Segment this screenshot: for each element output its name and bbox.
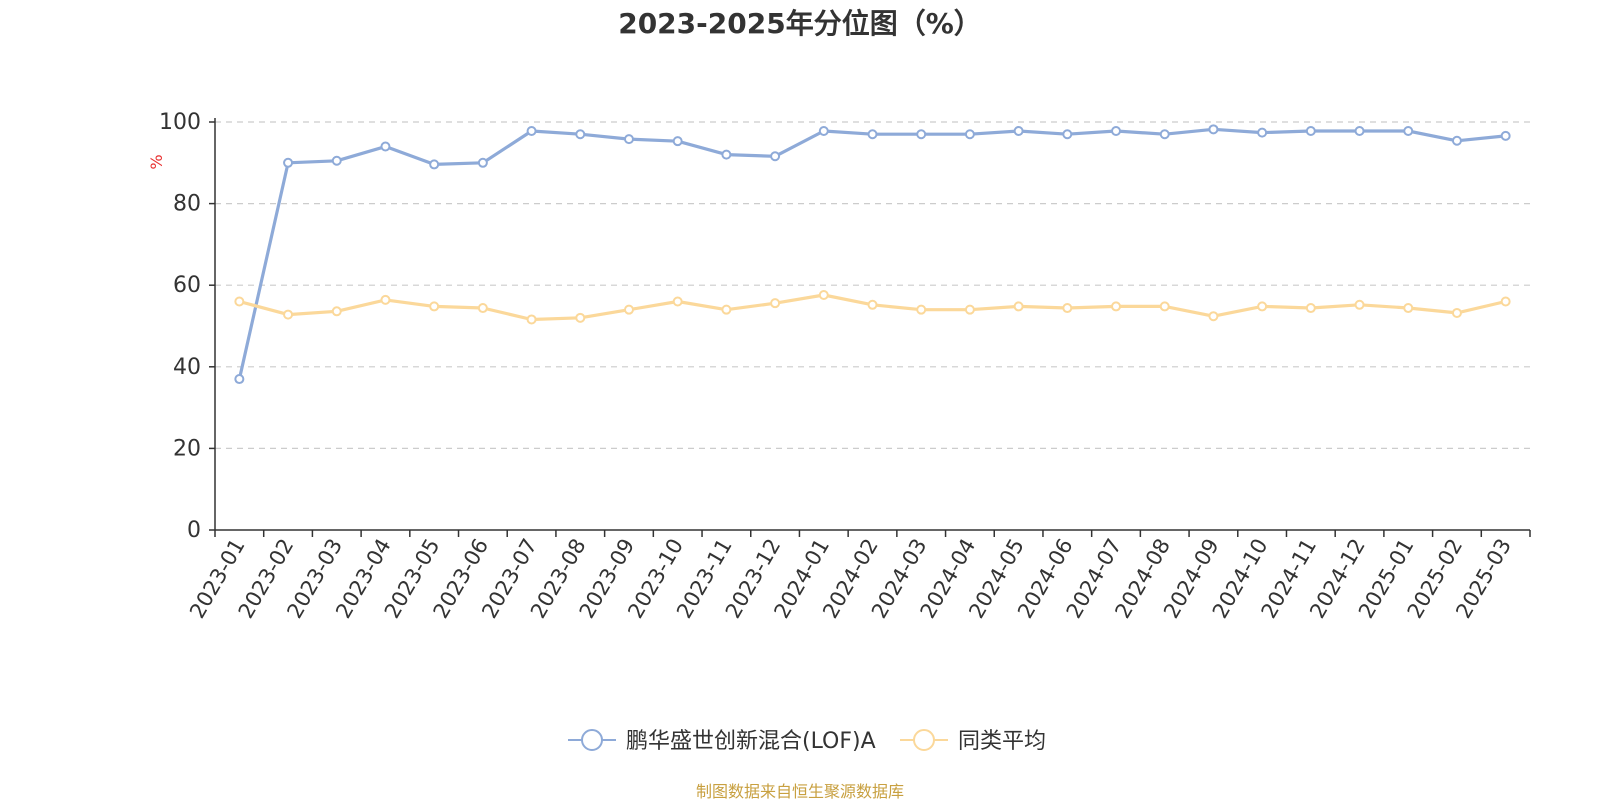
data-source-note: 制图数据来自恒生聚源数据库 (695, 782, 904, 801)
data-point (1354, 125, 1365, 136)
data-point (867, 299, 878, 310)
data-point (1013, 301, 1024, 312)
data-point (770, 151, 781, 162)
data-point (1111, 125, 1122, 136)
legend-marker (581, 729, 603, 751)
data-point (283, 309, 294, 320)
legend-layer: 鹏华盛世创新混合(LOF)A 同类平均 (568, 729, 1046, 754)
data-point (477, 303, 488, 314)
data-point (672, 136, 683, 147)
data-point (818, 125, 829, 136)
data-point (916, 304, 927, 315)
legend-item-1: 鹏华盛世创新混合(LOF)A (568, 729, 876, 754)
axis-layer: 020406080100%2023-012023-022023-032023-0… (147, 110, 1531, 622)
data-point (526, 125, 537, 136)
data-point (1208, 124, 1219, 135)
data-point (916, 129, 927, 140)
data-point (380, 294, 391, 305)
data-point (818, 289, 829, 300)
data-point (964, 304, 975, 315)
data-point (672, 296, 683, 307)
data-point (429, 159, 440, 170)
y-tick-label: 20 (173, 436, 201, 461)
data-point (770, 298, 781, 309)
data-point (331, 155, 342, 166)
y-tick-label: 0 (187, 518, 201, 543)
data-point (1451, 307, 1462, 318)
data-point (1062, 129, 1073, 140)
y-axis-label: % (147, 154, 166, 169)
data-point (1500, 296, 1511, 307)
legend-item-2: 同类平均 (900, 729, 1046, 754)
series-line-1 (237, 127, 1506, 380)
data-point (1305, 125, 1316, 136)
data-point (1403, 303, 1414, 314)
data-point (1159, 129, 1170, 140)
data-point (1500, 130, 1511, 141)
data-point (1159, 301, 1170, 312)
data-point (1208, 311, 1219, 322)
legend-label: 同类平均 (958, 729, 1046, 754)
legend-label: 鹏华盛世创新混合(LOF)A (626, 729, 876, 754)
data-point (623, 304, 634, 315)
grid-layer (215, 121, 1530, 449)
data-point (1257, 127, 1268, 138)
data-point (575, 312, 586, 323)
chart-title: 2023-2025年分位图（%） (618, 7, 982, 40)
legend-marker (913, 729, 935, 751)
data-point (623, 134, 634, 145)
data-point (283, 157, 294, 168)
data-point (721, 304, 732, 315)
data-point (1013, 125, 1024, 136)
data-point (721, 149, 732, 160)
y-tick-label: 60 (173, 273, 201, 298)
series-layer (234, 124, 1511, 385)
data-point (380, 141, 391, 152)
data-point (234, 296, 245, 307)
y-tick-label: 80 (173, 192, 201, 217)
y-tick-label: 40 (173, 355, 201, 380)
data-point (964, 129, 975, 140)
data-point (234, 374, 245, 385)
data-point (867, 129, 878, 140)
data-point (1451, 135, 1462, 146)
data-point (1062, 303, 1073, 314)
data-point (1111, 301, 1122, 312)
data-point (1305, 303, 1316, 314)
data-point (1257, 301, 1268, 312)
data-point (1403, 125, 1414, 136)
data-point (429, 301, 440, 312)
data-point (477, 157, 488, 168)
data-point (526, 314, 537, 325)
y-tick-label: 100 (159, 110, 201, 135)
data-point (1354, 299, 1365, 310)
data-point (575, 129, 586, 140)
data-point (331, 306, 342, 317)
